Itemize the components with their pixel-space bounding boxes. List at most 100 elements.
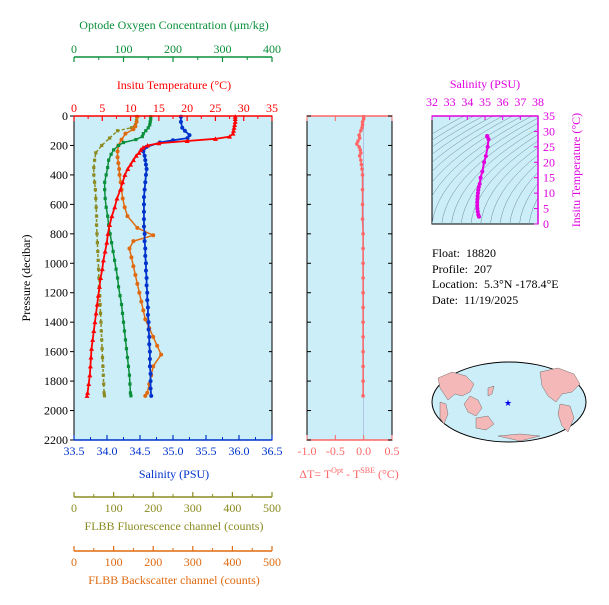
backscatter-point [117, 167, 122, 172]
backscatter-point [127, 246, 132, 251]
fluorescence-point [101, 373, 105, 377]
delta-t-point [361, 232, 365, 236]
fluorescence-point [94, 205, 98, 209]
temperature-point [140, 145, 146, 150]
salinity-point [178, 119, 183, 124]
temperature-point [99, 266, 105, 272]
fluorescence-point [129, 126, 134, 130]
salinity-tick-label: 35.0 [163, 444, 184, 458]
fluorescence-point [95, 241, 99, 245]
temperature-point [87, 363, 93, 369]
backscatter-point [115, 149, 120, 154]
salinity-point [187, 133, 192, 138]
delta-t-point [359, 162, 364, 167]
fluorescence-tick-label: 200 [144, 501, 162, 515]
delta-t-tick-label: 0.5 [385, 444, 400, 458]
backscatter-point [135, 225, 140, 230]
delta-t-plot-area [306, 115, 393, 441]
backscatter-point [116, 161, 121, 166]
ts-contour [499, 162, 538, 224]
salinity-point [142, 239, 147, 244]
fluorescence-tick-label: 500 [263, 501, 281, 515]
oxygen-point [124, 347, 129, 351]
backscatter-point [151, 334, 156, 339]
backscatter-point [131, 239, 136, 244]
map-land [437, 367, 581, 442]
temperature-point [133, 153, 139, 158]
date-label: Date: [432, 292, 458, 307]
oxygen-point [103, 188, 107, 192]
salinity-point [145, 305, 150, 310]
salinity-point [182, 128, 187, 133]
temperature-point [94, 302, 100, 307]
ts-contour [432, 116, 465, 135]
oxygen-tick-label: 300 [214, 42, 232, 56]
location-value: 5.3°N -178.4°E [483, 277, 559, 291]
oxygen-point [106, 214, 110, 218]
float-row: Float: 18820 [432, 246, 559, 262]
delta-t-point [361, 276, 365, 280]
oxygen-point [134, 137, 138, 142]
temperature-point [95, 293, 101, 298]
delta-t-point [359, 128, 363, 133]
temperature-point [128, 162, 134, 167]
oxygen-point [128, 382, 132, 386]
fluorescence-point [99, 320, 103, 324]
pressure-tick-label: 1400 [44, 315, 68, 329]
backscatter-point [135, 281, 140, 286]
oxygen-point [141, 132, 145, 136]
temperature-point [125, 166, 131, 172]
backscatter-point [115, 155, 120, 160]
pressure-tick-label: 1200 [44, 286, 68, 300]
salinity-point [141, 202, 146, 207]
location-map: ★ [431, 361, 587, 443]
fluorescence-point [101, 364, 105, 368]
salinity-point [143, 172, 148, 177]
oxygen-point [120, 311, 125, 315]
ts-temperature-tick-label: 0 [543, 217, 549, 231]
oxygen-point [114, 267, 118, 271]
profile-label: Profile: [432, 261, 468, 276]
fluorescence-point [102, 391, 106, 395]
delta-t-point [357, 133, 361, 137]
oxygen-point [121, 320, 126, 324]
delta-t-point [361, 305, 365, 310]
oxygen-point [144, 129, 148, 133]
oxygen-tick-label: 200 [164, 42, 182, 56]
oxygen-tick-label: 0 [71, 42, 77, 56]
pressure-tick-label: 2000 [44, 404, 68, 418]
temperature-point [184, 138, 190, 144]
temperature-tick-label: 10 [125, 101, 137, 115]
ts-point [476, 188, 481, 193]
temperature-point [93, 310, 99, 316]
float-metadata: Float: 18820 Profile: 207 Location: 5.3°N -… [432, 246, 559, 308]
temperature-tick-label: 0 [71, 101, 77, 115]
oxygen-point [112, 148, 116, 152]
ts-contour [432, 116, 513, 172]
ts-contour [528, 197, 538, 224]
ts-salinity-tick-label: 35 [479, 95, 491, 109]
delta-t-tick-label: -0.5 [326, 444, 345, 458]
salinity-point [147, 357, 152, 361]
salinity-point [142, 231, 147, 236]
pressure-tick-label: 1000 [44, 256, 68, 270]
oxygen-point [128, 391, 133, 395]
salinity-point [145, 290, 150, 295]
salinity-point [148, 379, 153, 384]
fluorescence-point [96, 249, 100, 254]
ts-point [475, 191, 480, 196]
profile-row: Profile: 207 [432, 262, 559, 278]
delta-t-point [361, 364, 365, 369]
delta-t-point [361, 320, 365, 324]
fluorescence-point [99, 329, 103, 333]
ts-point [475, 209, 480, 214]
salinity-point [146, 327, 151, 332]
fluorescence-point [100, 355, 105, 360]
salinity-tick-label: 36.5 [262, 444, 283, 458]
fluorescence-point [102, 394, 107, 398]
oxygen-point [111, 249, 115, 254]
ts-contour [441, 122, 538, 224]
delta-t-series-group [355, 114, 366, 440]
